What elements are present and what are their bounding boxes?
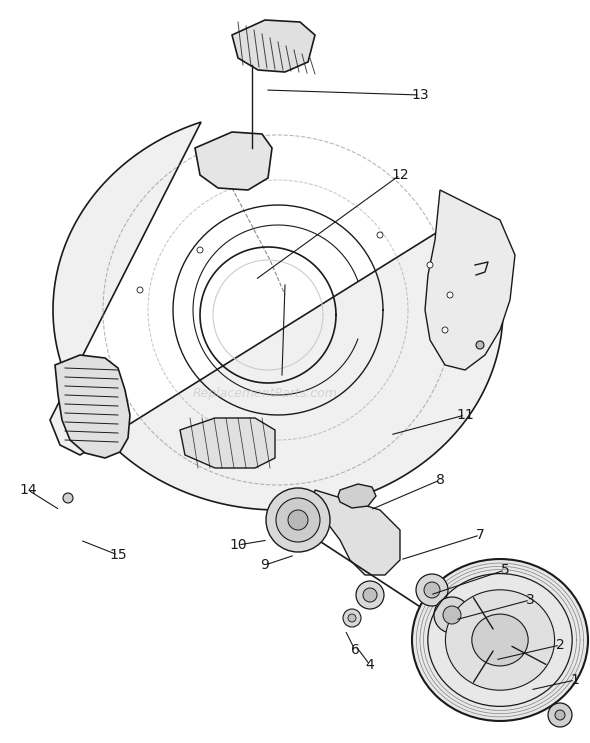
Polygon shape — [50, 122, 503, 510]
Polygon shape — [195, 132, 272, 190]
Polygon shape — [180, 418, 275, 468]
Text: 15: 15 — [109, 548, 127, 562]
Circle shape — [197, 247, 203, 253]
Polygon shape — [425, 190, 515, 370]
Circle shape — [63, 493, 73, 503]
Circle shape — [548, 703, 572, 727]
Circle shape — [356, 581, 384, 609]
Text: 14: 14 — [19, 483, 37, 497]
Circle shape — [416, 574, 448, 606]
Text: 9: 9 — [261, 558, 270, 572]
Text: 10: 10 — [229, 538, 247, 552]
Circle shape — [288, 510, 308, 530]
Text: 3: 3 — [526, 593, 535, 607]
Polygon shape — [310, 490, 400, 575]
Text: 13: 13 — [411, 88, 429, 102]
Text: 5: 5 — [501, 563, 509, 577]
Circle shape — [424, 582, 440, 598]
Text: ReplacementParts.com: ReplacementParts.com — [193, 387, 338, 400]
Circle shape — [443, 606, 461, 624]
Polygon shape — [55, 355, 130, 458]
Circle shape — [555, 710, 565, 720]
Circle shape — [476, 341, 484, 349]
Ellipse shape — [472, 614, 528, 666]
Circle shape — [266, 488, 330, 552]
Text: 4: 4 — [366, 658, 375, 672]
Circle shape — [276, 498, 320, 542]
Text: 8: 8 — [435, 473, 444, 487]
Circle shape — [447, 292, 453, 298]
Text: 1: 1 — [571, 673, 579, 687]
Text: 6: 6 — [350, 643, 359, 657]
Ellipse shape — [445, 590, 555, 690]
Circle shape — [434, 597, 470, 633]
Ellipse shape — [412, 559, 588, 721]
Text: 11: 11 — [456, 408, 474, 422]
Text: 2: 2 — [556, 638, 565, 652]
Text: 12: 12 — [391, 168, 409, 182]
Circle shape — [137, 287, 143, 293]
Circle shape — [343, 609, 361, 627]
Circle shape — [442, 327, 448, 333]
Polygon shape — [338, 484, 376, 508]
Circle shape — [363, 588, 377, 602]
Polygon shape — [232, 20, 315, 72]
Circle shape — [427, 262, 433, 268]
Circle shape — [377, 232, 383, 238]
Circle shape — [348, 614, 356, 622]
Text: 7: 7 — [476, 528, 484, 542]
